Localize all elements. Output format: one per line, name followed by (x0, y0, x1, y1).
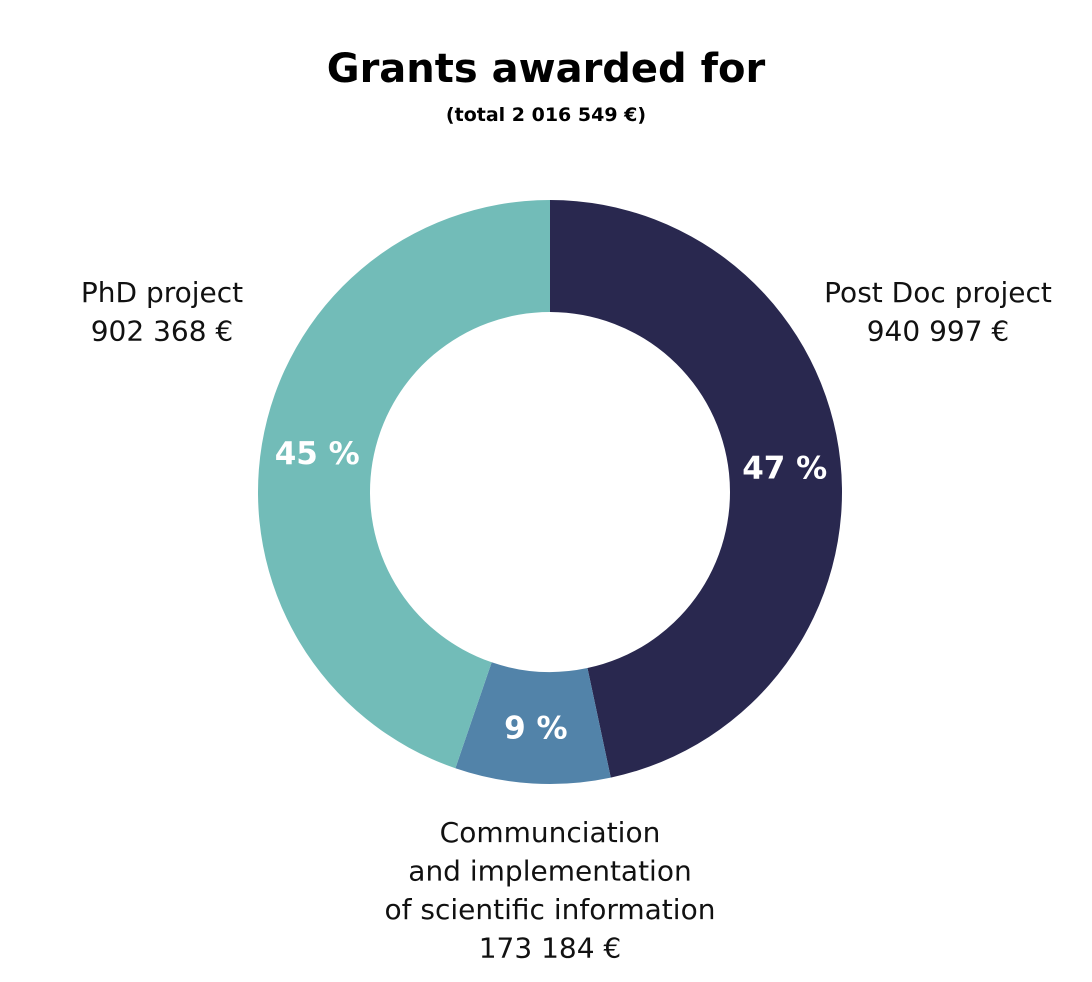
percent-label-2: 9 % (504, 711, 567, 747)
donut-slice-2 (455, 662, 611, 784)
category-label-line: Post Doc project (824, 276, 1052, 309)
category-label-line: of scientific information (385, 893, 716, 926)
category-label-line: and implementation (408, 855, 691, 888)
category-label-line: 940 997 € (867, 315, 1010, 348)
chart-subtitle: (total 2 016 549 €) (446, 104, 646, 126)
percent-label-1: 47 % (742, 450, 827, 486)
donut-slice-3 (258, 200, 550, 769)
category-label-line: 173 184 € (479, 932, 622, 965)
category-label-line: 902 368 € (91, 315, 234, 348)
percent-label-3: 45 % (275, 436, 360, 472)
category-label-1: Post Doc project 940 997 € (824, 276, 1052, 348)
percent-labels: 47 % 9 % 45 % (275, 436, 827, 746)
donut-slice-1 (550, 200, 843, 778)
chart-title: Grants awarded for (327, 46, 766, 92)
donut-slices (258, 200, 843, 784)
category-label-line: Communciation (440, 816, 661, 849)
category-label-line: PhD project (81, 276, 243, 309)
category-label-2: Communciation and implementation of scient… (385, 816, 716, 965)
category-labels: Post Doc project 940 997 € Communciation an… (81, 276, 1052, 965)
category-label-3: PhD project 902 368 € (81, 276, 243, 348)
